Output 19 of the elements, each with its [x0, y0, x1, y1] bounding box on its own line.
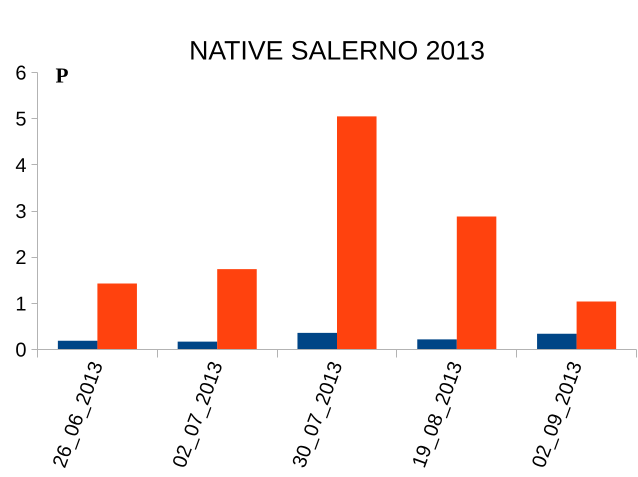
chart-title: NATIVE SALERNO 2013: [189, 36, 485, 66]
y-tick-label: 5: [15, 108, 26, 131]
bar: [178, 342, 218, 350]
bar: [217, 269, 257, 350]
y-tick-label: 1: [15, 293, 26, 316]
bar: [297, 332, 337, 350]
bar: [417, 339, 457, 350]
y-tick-label: 4: [15, 154, 26, 177]
y-tick-label: 3: [15, 201, 26, 223]
bar: [97, 283, 137, 350]
bar: [456, 216, 496, 350]
annotation: P: [56, 64, 69, 88]
bar: [537, 334, 577, 350]
y-tick-label: 6: [15, 62, 26, 84]
y-tick-label: 0: [15, 340, 26, 362]
bar: [337, 116, 377, 350]
bar: [576, 301, 616, 350]
y-tick-label: 2: [15, 247, 26, 270]
bar: [58, 340, 98, 350]
